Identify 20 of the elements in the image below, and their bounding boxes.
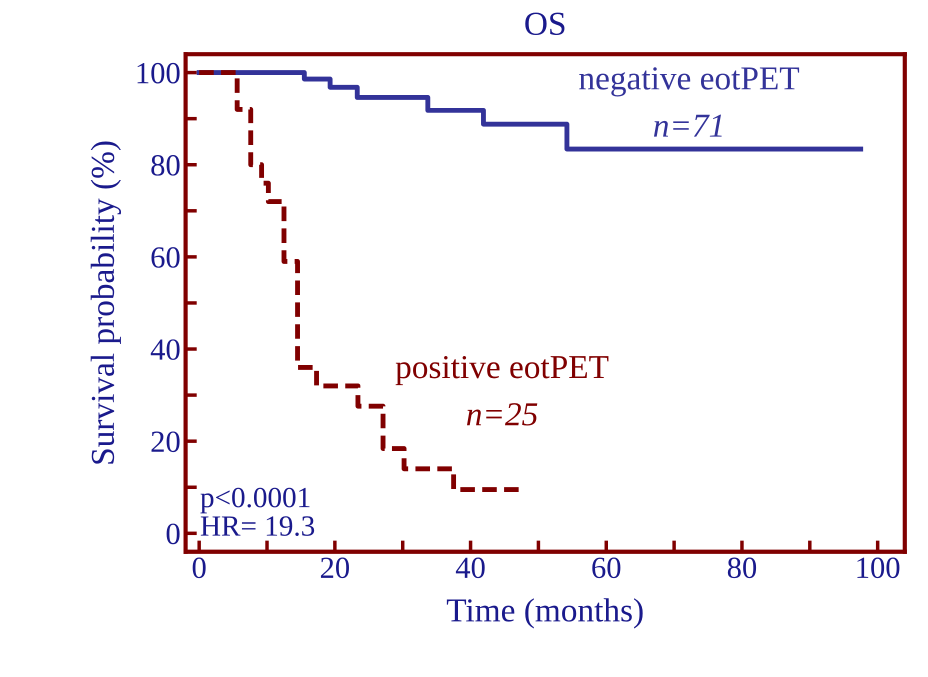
annotation: n=25: [466, 403, 538, 426]
y-tick-label: 40: [150, 339, 180, 360]
x-tick-label: 60: [592, 558, 620, 578]
series-label: negative eotPET: [579, 67, 800, 97]
x-axis-title: Time (months): [446, 598, 643, 628]
y-tick-label: 20: [152, 431, 180, 452]
x-tick-label: 0: [192, 558, 206, 578]
series-label: positive eotPET: [396, 356, 608, 386]
y-axis-title: Survival probability (%): [90, 141, 122, 464]
y-tick-label: 80: [151, 155, 180, 176]
chart-title: OS: [525, 12, 564, 36]
x-tick-label: 80: [728, 558, 756, 578]
x-tick-label: 100: [857, 558, 900, 578]
y-tick-label: 60: [151, 247, 180, 268]
y-tick-label: 0: [166, 524, 180, 544]
annotation: p<0.0001 HR= 19.3: [200, 488, 314, 536]
y-tick-label: 100: [138, 62, 180, 84]
annotation: n=71: [654, 114, 722, 137]
x-tick-label: 40: [456, 558, 485, 578]
x-tick-label: 20: [320, 558, 349, 578]
